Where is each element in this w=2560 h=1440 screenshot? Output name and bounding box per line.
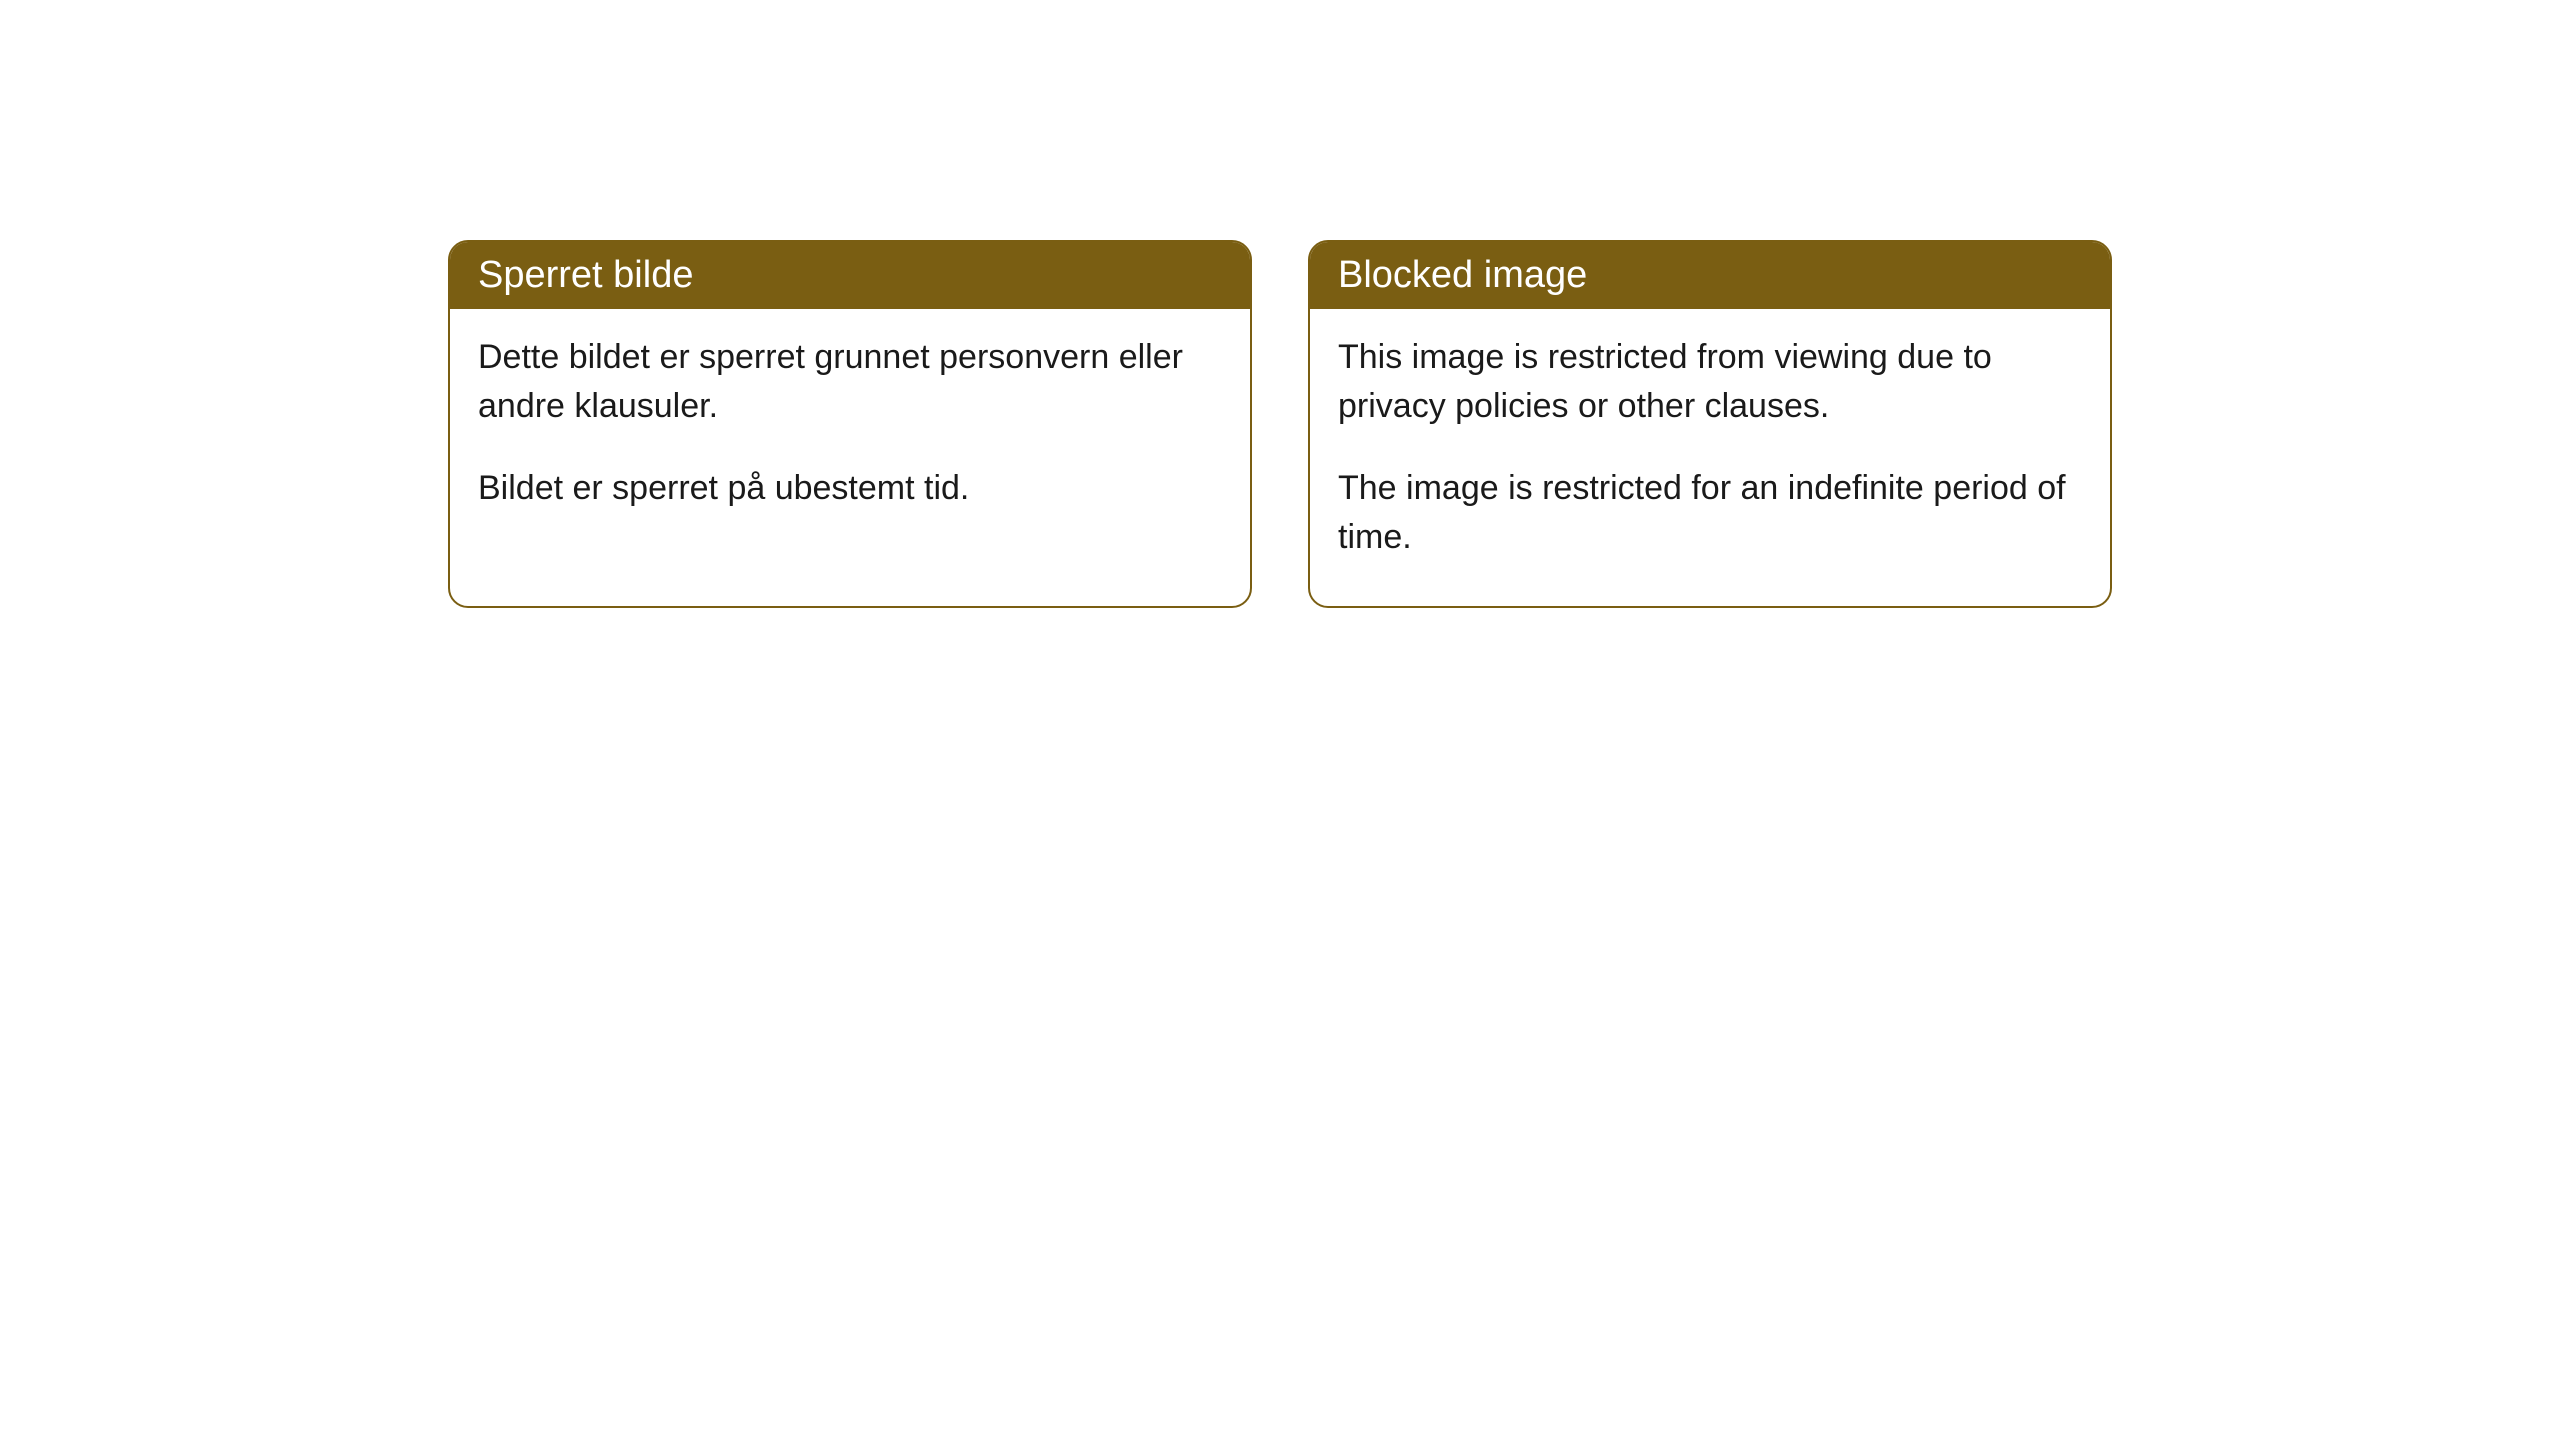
card-header: Sperret bilde	[450, 242, 1250, 309]
card-body: Dette bildet er sperret grunnet personve…	[450, 309, 1250, 557]
notice-text-1: Dette bildet er sperret grunnet personve…	[478, 333, 1222, 432]
notice-text-1: This image is restricted from viewing du…	[1338, 333, 2082, 432]
blocked-image-card-english: Blocked image This image is restricted f…	[1308, 240, 2112, 608]
blocked-image-card-norwegian: Sperret bilde Dette bildet er sperret gr…	[448, 240, 1252, 608]
notice-text-2: Bildet er sperret på ubestemt tid.	[478, 464, 1222, 513]
card-body: This image is restricted from viewing du…	[1310, 309, 2110, 606]
notice-text-2: The image is restricted for an indefinit…	[1338, 464, 2082, 563]
notice-cards-container: Sperret bilde Dette bildet er sperret gr…	[448, 240, 2112, 608]
card-header: Blocked image	[1310, 242, 2110, 309]
